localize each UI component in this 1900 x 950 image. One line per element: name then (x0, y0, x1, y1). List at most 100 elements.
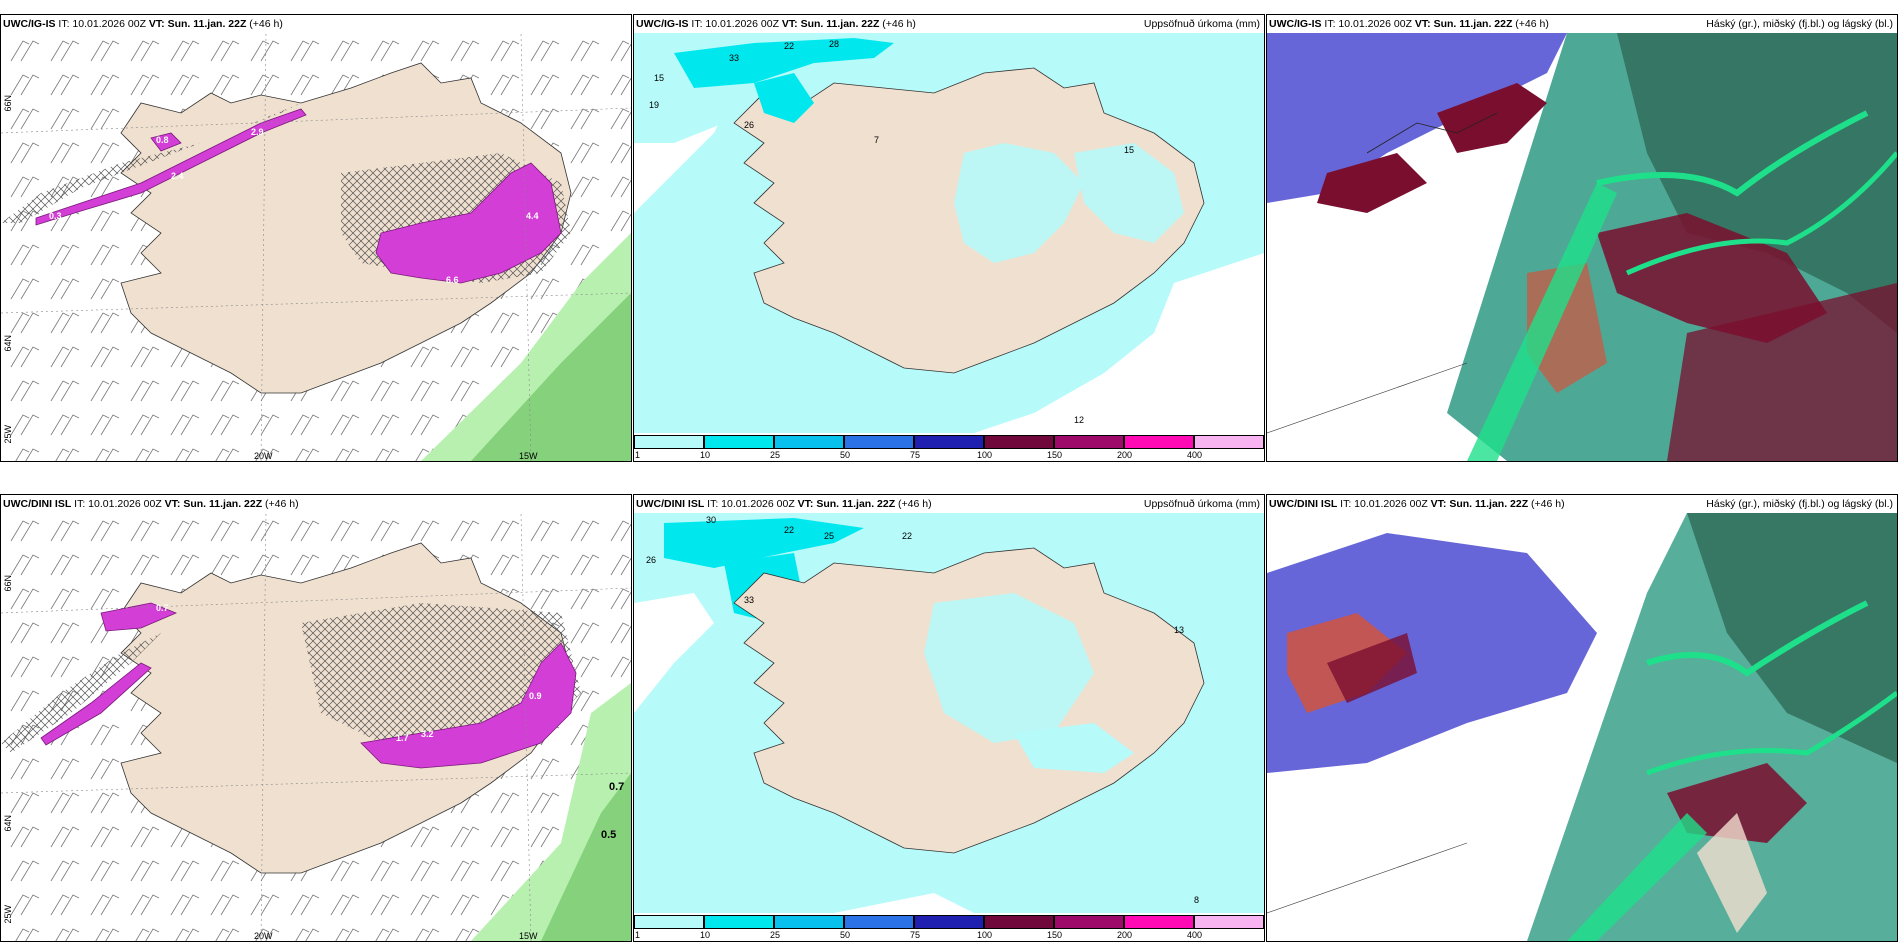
value-label: 4.4 (526, 211, 539, 221)
value-label: 3.2 (421, 729, 434, 739)
model-name: UWC/DINI ISL (3, 498, 72, 510)
lon-20-label: 20W (254, 451, 273, 461)
precip-colorbar: 1 10 25 50 75 100 150 200 400 (634, 913, 1264, 941)
lat-66-label: 66N (3, 95, 13, 112)
lon-15-label: 15W (519, 931, 538, 941)
valid-time: VT: Sun. 11.jan. 22Z (1430, 498, 1529, 510)
precip-colorbar: 1 10 25 50 75 100 150 200 400 (634, 433, 1264, 461)
value-label: 8 (1194, 895, 1200, 905)
colorbar-tick: 100 (977, 930, 993, 940)
precip-map (634, 33, 1264, 433)
value-label: 1.7 (396, 733, 409, 743)
value-label: 0.9 (529, 691, 542, 701)
value-label: 26 (646, 555, 657, 565)
value-label: 12 (1074, 415, 1085, 425)
model-name: UWC/DINI ISL (1269, 498, 1338, 510)
panel-bottom-wind: UWC/DINI ISL IT: 10.01.2026 00Z VT: Sun.… (0, 494, 632, 942)
value-label: 0.3 (49, 211, 62, 221)
value-label: 19 (649, 100, 660, 110)
colorbar-tick: 1 (635, 930, 641, 940)
value-label: 0.7 (156, 603, 169, 613)
panel-bottom-precip: UWC/DINI ISL IT: 10.01.2026 00Z VT: Sun.… (633, 494, 1265, 942)
panel-top-precip: UWC/IG-IS IT: 10.01.2026 00Z VT: Sun. 11… (633, 14, 1265, 462)
lat-64-label: 64N (3, 335, 13, 352)
lat-66-label: 66N (3, 575, 13, 592)
value-label: 28 (829, 39, 840, 49)
colorbar-tick: 50 (840, 930, 851, 940)
wind-map (1, 33, 631, 461)
colorbar-tick: 200 (1117, 450, 1133, 460)
value-label: 15 (654, 73, 665, 83)
colorbar-tick: 150 (1047, 450, 1063, 460)
lat-64-label: 64N (3, 815, 13, 832)
colorbar-tick: 75 (910, 930, 921, 940)
cloud-title: Háský (gr.), miðský (fj.bl.) og lágský (… (1706, 498, 1893, 510)
lon-20-label: 20W (254, 931, 273, 941)
value-label: 22 (784, 525, 795, 535)
model-name: UWC/IG-IS (1269, 18, 1322, 30)
colorbar-tick: 50 (840, 450, 851, 460)
side-value-label: 0.5 (601, 829, 617, 841)
wind-map (1, 513, 631, 941)
panel-top-clouds: UWC/IG-IS IT: 10.01.2026 00Z VT: Sun. 11… (1266, 14, 1898, 462)
lead-time: (+46 h) (1531, 498, 1565, 510)
panel-header: UWC/DINI ISL IT: 10.01.2026 00Z VT: Sun.… (1269, 498, 1565, 510)
model-name: UWC/IG-IS (636, 18, 689, 30)
init-time: IT: 10.01.2026 00Z (707, 498, 795, 510)
colorbar-tick: 400 (1187, 450, 1203, 460)
valid-time: VT: Sun. 11.jan. 22Z (1414, 18, 1513, 30)
panel-header: UWC/IG-IS IT: 10.01.2026 00Z VT: Sun. 11… (3, 18, 283, 30)
colorbar-tick: 200 (1117, 930, 1133, 940)
value-label: 22 (902, 531, 913, 541)
colorbar-tick: 25 (770, 450, 781, 460)
cloud-map (1267, 513, 1897, 941)
init-time: IT: 10.01.2026 00Z (1324, 18, 1412, 30)
colorbar-tick: 10 (700, 930, 711, 940)
init-time: IT: 10.01.2026 00Z (1340, 498, 1428, 510)
lead-time: (+46 h) (249, 18, 283, 30)
model-name: UWC/DINI ISL (636, 498, 705, 510)
value-label: 2.4 (171, 171, 184, 181)
lon-25-label: 25W (3, 425, 13, 444)
value-label: 13 (1174, 625, 1185, 635)
precip-map (634, 513, 1264, 913)
value-label: 0.8 (156, 135, 169, 145)
precip-title: Uppsöfnuð úrkoma (mm) (1143, 18, 1260, 30)
value-label: 33 (729, 53, 740, 63)
value-label: 7 (874, 135, 880, 145)
valid-time: VT: Sun. 11.jan. 22Z (148, 18, 247, 30)
panel-header: UWC/IG-IS IT: 10.01.2026 00Z VT: Sun. 11… (636, 18, 916, 30)
value-label: 30 (706, 515, 717, 525)
value-label: 6.6 (446, 275, 459, 285)
lead-time: (+46 h) (882, 18, 916, 30)
lead-time: (+46 h) (265, 498, 299, 510)
panel-top-wind: UWC/IG-IS IT: 10.01.2026 00Z VT: Sun. 11… (0, 14, 632, 462)
cloud-map (1267, 33, 1897, 461)
colorbar-tick: 75 (910, 450, 921, 460)
panel-header: UWC/DINI ISL IT: 10.01.2026 00Z VT: Sun.… (3, 498, 299, 510)
model-name: UWC/IG-IS (3, 18, 56, 30)
colorbar-tick: 10 (700, 450, 711, 460)
value-label: 26 (744, 120, 755, 130)
value-label: 15 (1124, 145, 1135, 155)
lead-time: (+46 h) (898, 498, 932, 510)
valid-time: VT: Sun. 11.jan. 22Z (797, 498, 896, 510)
value-label: 33 (744, 595, 755, 605)
side-value-label: 0.7 (609, 781, 625, 793)
init-time: IT: 10.01.2026 00Z (74, 498, 162, 510)
value-label: 25 (824, 531, 835, 541)
cloud-title: Háský (gr.), miðský (fj.bl.) og lágský (… (1706, 18, 1893, 30)
valid-time: VT: Sun. 11.jan. 22Z (164, 498, 263, 510)
init-time: IT: 10.01.2026 00Z (58, 18, 146, 30)
panel-header: UWC/DINI ISL IT: 10.01.2026 00Z VT: Sun.… (636, 498, 932, 510)
valid-time: VT: Sun. 11.jan. 22Z (781, 18, 880, 30)
init-time: IT: 10.01.2026 00Z (691, 18, 779, 30)
lead-time: (+46 h) (1515, 18, 1549, 30)
value-label: 2.9 (251, 127, 264, 137)
colorbar-tick: 1 (635, 450, 641, 460)
panel-header: UWC/IG-IS IT: 10.01.2026 00Z VT: Sun. 11… (1269, 18, 1549, 30)
colorbar-tick: 25 (770, 930, 781, 940)
value-label: 22 (784, 41, 795, 51)
colorbar-tick: 400 (1187, 930, 1203, 940)
colorbar-tick: 100 (977, 450, 993, 460)
